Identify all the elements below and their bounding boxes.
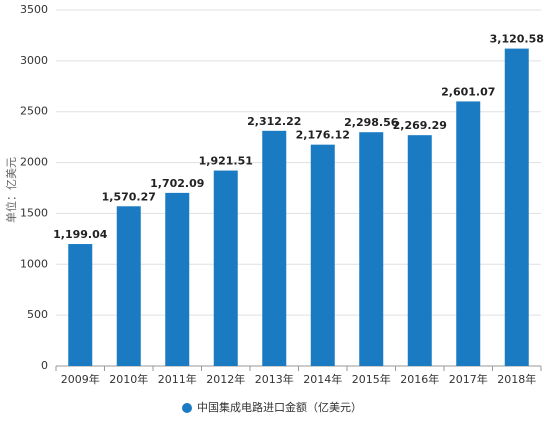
bar: [165, 192, 190, 366]
value-label: 1,570.27: [102, 190, 156, 203]
x-tick-label: 2015年: [352, 372, 391, 386]
y-tick-label: 2500: [20, 105, 48, 118]
x-tick-label: 2012年: [206, 372, 245, 386]
y-tick-label: 1500: [20, 206, 48, 219]
bar: [262, 130, 287, 366]
bar: [407, 135, 432, 366]
y-tick-label: 0: [41, 359, 48, 372]
bar: [504, 48, 529, 366]
value-label: 1,199.04: [53, 228, 108, 241]
bar: [456, 101, 481, 366]
x-tick-label: 2014年: [303, 372, 342, 386]
y-tick-label: 500: [27, 308, 48, 321]
value-label: 2,269.29: [393, 119, 447, 132]
bar: [359, 132, 384, 366]
x-tick-label: 2009年: [61, 372, 100, 386]
value-label: 2,601.07: [441, 85, 495, 98]
x-tick-label: 2010年: [109, 372, 148, 386]
x-tick-label: 2013年: [255, 372, 294, 386]
bar: [213, 170, 238, 366]
x-tick-label: 2017年: [449, 372, 488, 386]
bar: [68, 244, 93, 366]
bar: [116, 206, 141, 366]
x-tick-label: 2011年: [158, 372, 197, 386]
value-label: 3,120.58: [490, 33, 544, 46]
legend-label: 中国集成电路进口金额（亿美元）: [197, 400, 362, 414]
x-tick-label: 2016年: [400, 372, 439, 386]
legend-marker: [182, 403, 192, 413]
value-label: 1,921.51: [199, 155, 253, 168]
y-axis-label: 单位：亿美元: [4, 157, 18, 223]
x-tick-label: 2018年: [497, 372, 536, 386]
y-tick-label: 3000: [20, 54, 48, 67]
value-label: 2,176.12: [296, 129, 350, 142]
value-label: 2,298.56: [344, 116, 399, 129]
value-label: 2,312.22: [247, 115, 301, 128]
y-tick-label: 2000: [20, 156, 48, 169]
value-label: 1,702.09: [150, 177, 204, 190]
bar: [310, 144, 335, 366]
y-tick-label: 3500: [20, 3, 48, 16]
y-tick-label: 1000: [20, 257, 48, 270]
